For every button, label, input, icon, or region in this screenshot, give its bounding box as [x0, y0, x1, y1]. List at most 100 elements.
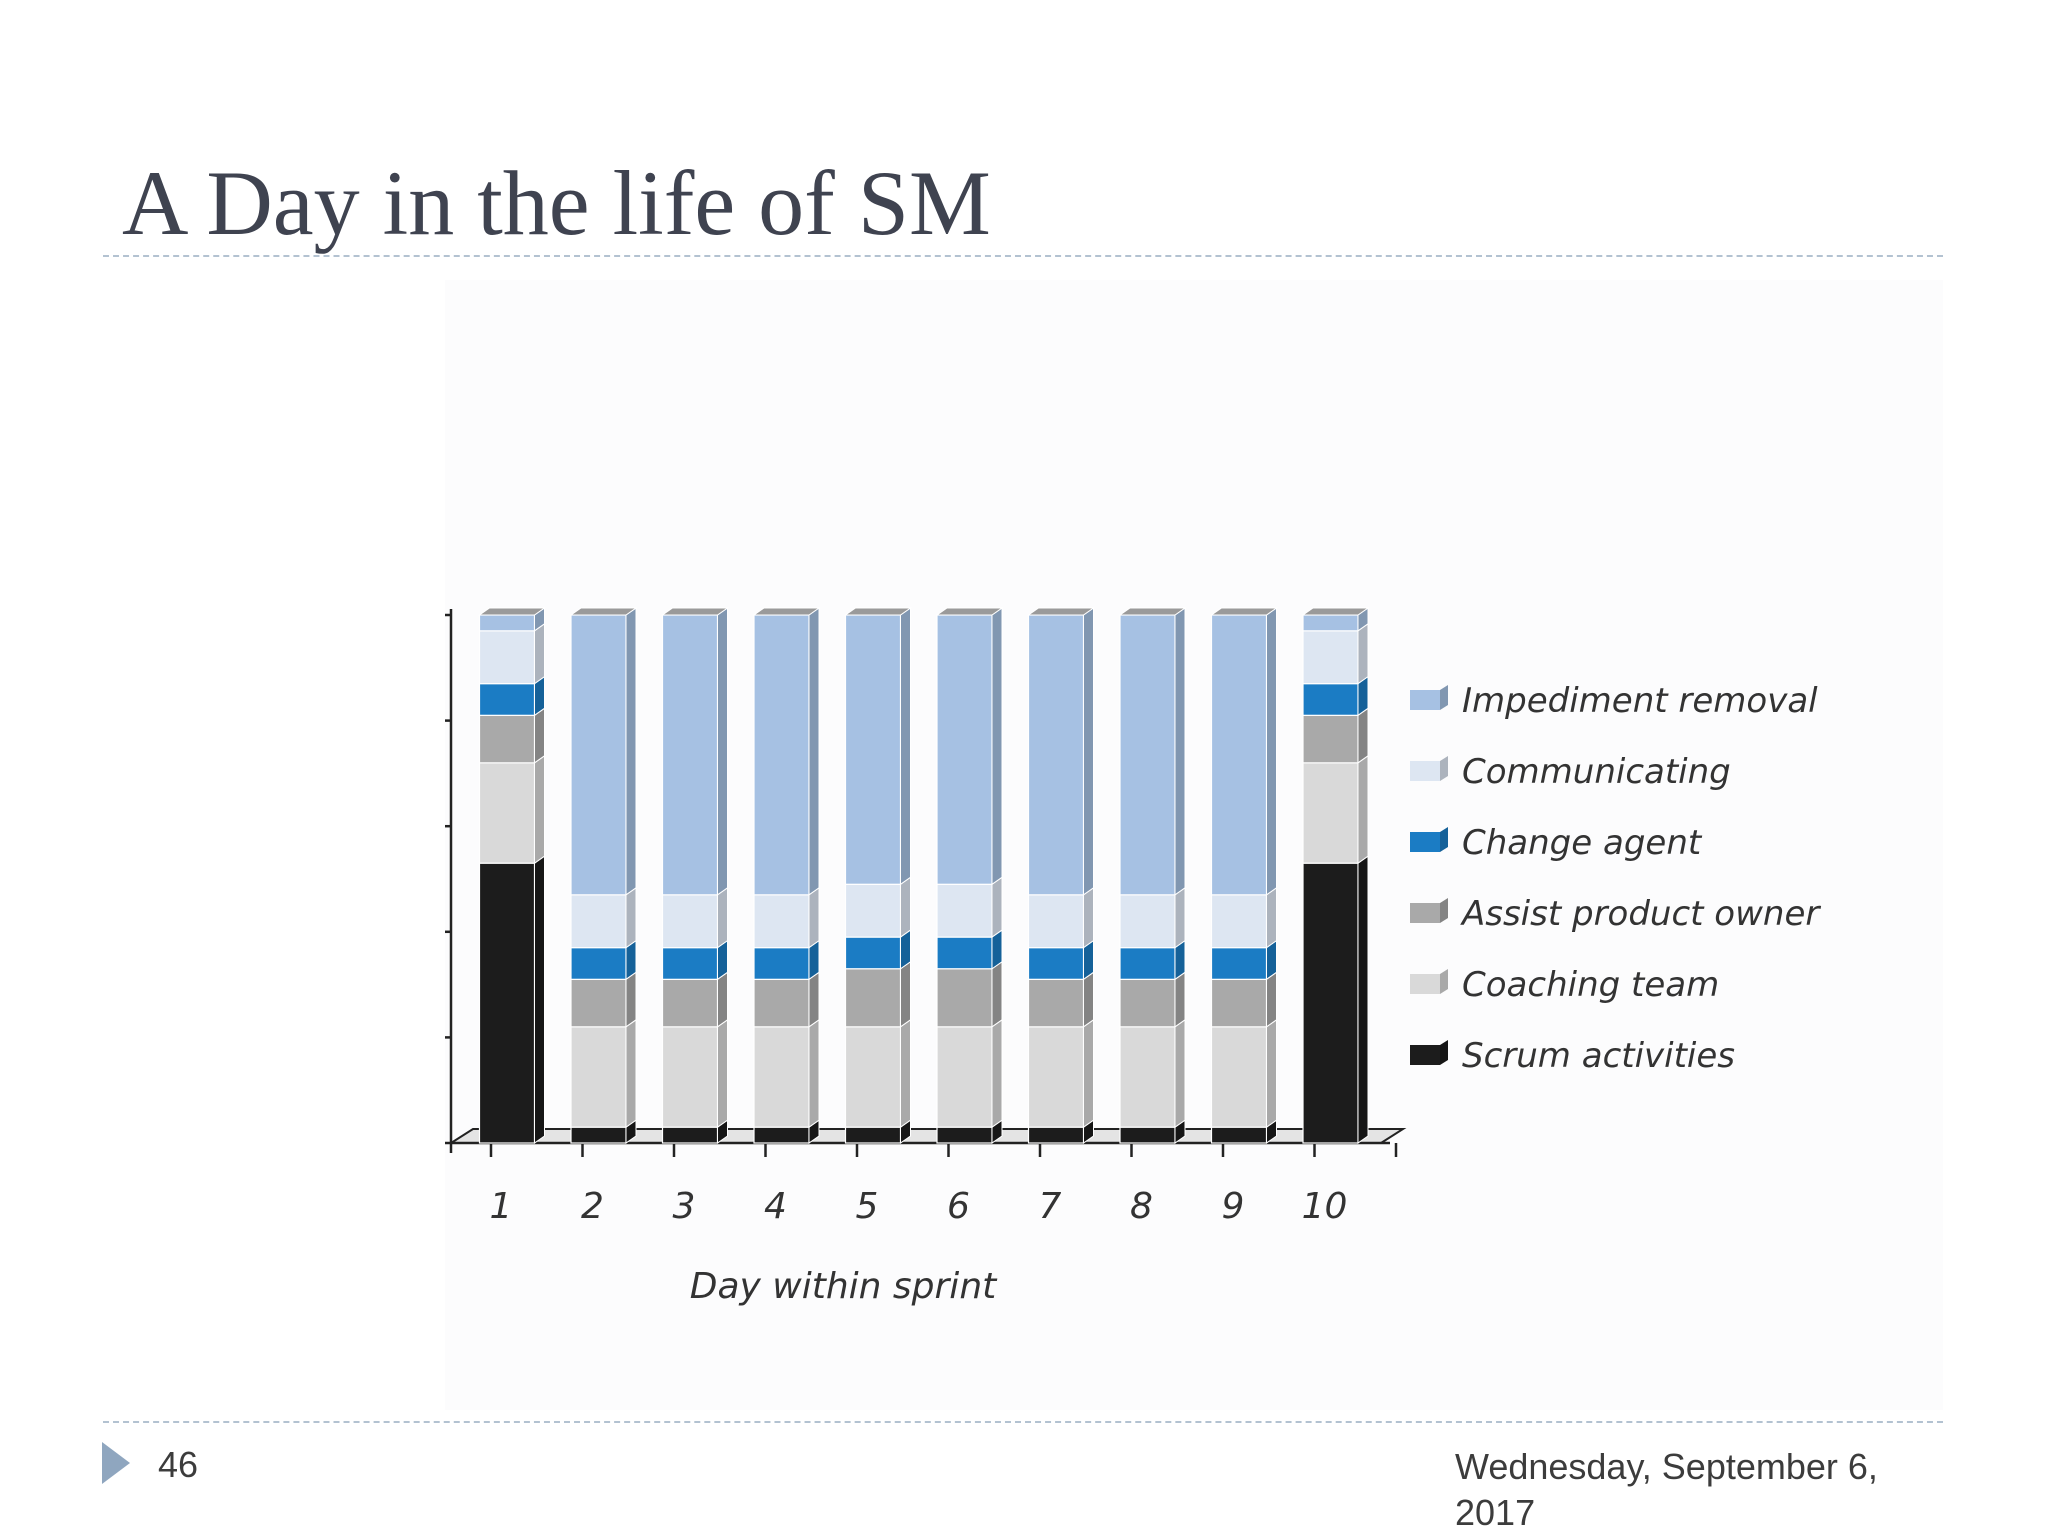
- bar-side: [1357, 855, 1369, 1144]
- legend-swatch-side: [1440, 969, 1448, 994]
- slide-title: A Day in the life of SM: [122, 152, 991, 254]
- bar-top-cap: [752, 607, 821, 616]
- bar-segment: [844, 960, 911, 1028]
- x-tick-label: 2: [581, 1186, 604, 1227]
- bar-face: [1119, 947, 1176, 980]
- bar-face: [478, 714, 536, 764]
- legend-swatch: [1410, 832, 1440, 852]
- bar-segment: [1302, 855, 1369, 1144]
- bar-side: [900, 1018, 911, 1129]
- bar-segment: [753, 971, 820, 1028]
- bar-segment: [661, 971, 728, 1028]
- bar-segment: [936, 960, 1003, 1028]
- bar-face: [1210, 894, 1268, 949]
- bar-segment: [478, 754, 545, 865]
- bar-side: [900, 876, 911, 939]
- bar-side: [808, 1018, 820, 1129]
- bar-side: [717, 971, 728, 1028]
- legend-swatch-side: [1440, 827, 1448, 852]
- bar-side: [1266, 1018, 1277, 1129]
- bar-segment: [1027, 607, 1094, 896]
- legend-item: Impediment removal: [1410, 681, 1818, 721]
- bar-side: [1174, 971, 1186, 1028]
- bar-face: [1119, 894, 1176, 949]
- bar-top-cap: [1209, 607, 1279, 616]
- bar-face: [478, 683, 536, 716]
- bar-side: [1266, 886, 1277, 949]
- bar-segment: [1210, 886, 1277, 949]
- bar-top-cap: [660, 607, 730, 616]
- bar-side: [900, 607, 911, 886]
- bar-face: [936, 1126, 993, 1144]
- legend-item: Scrum activities: [1410, 1036, 1735, 1076]
- bar-face: [844, 614, 902, 885]
- legend-swatch: [1410, 690, 1440, 710]
- bar-side: [534, 754, 545, 865]
- bar-segment: [844, 1119, 911, 1144]
- page-number: 46: [158, 1444, 199, 1485]
- bar-segment: [936, 876, 1003, 939]
- bar-top-cap: [477, 607, 547, 616]
- legend-label: Assist product owner: [1460, 894, 1821, 934]
- bar-face: [936, 968, 993, 1028]
- bar-side: [1266, 971, 1277, 1028]
- bar-segment: [478, 707, 545, 764]
- bar-face: [753, 1126, 810, 1144]
- bar-side: [1357, 707, 1369, 764]
- bar-face: [1119, 614, 1176, 896]
- bar-top-cap: [935, 607, 1004, 616]
- bar-segment: [1302, 707, 1369, 764]
- bar-segment: [1119, 1018, 1186, 1129]
- bar-face: [478, 762, 536, 864]
- bar-face: [1119, 1026, 1176, 1128]
- bar-face: [936, 614, 993, 885]
- bar-segment: [1119, 607, 1186, 896]
- x-tick-label: 7: [1039, 1186, 1062, 1227]
- bar-face: [844, 1026, 902, 1128]
- bar-segment: [844, 1018, 911, 1129]
- bar-face: [1027, 894, 1085, 949]
- x-tick-label: 10: [1302, 1186, 1348, 1227]
- title-divider: [103, 255, 1943, 257]
- legend-swatch-side: [1440, 898, 1448, 923]
- bar-side: [1357, 754, 1369, 865]
- bar-face: [1119, 1126, 1176, 1144]
- bar-face: [478, 630, 536, 685]
- bar-side: [625, 886, 637, 949]
- bar-segment: [753, 886, 820, 949]
- bar-face: [936, 1026, 993, 1128]
- bar-side: [534, 855, 545, 1144]
- bar-segment: [570, 939, 637, 981]
- bar-face: [570, 978, 627, 1028]
- bar-segment: [661, 607, 728, 896]
- bar-side: [808, 886, 820, 949]
- bar-segment: [844, 929, 911, 970]
- bar-side: [1083, 886, 1094, 949]
- stacked-bar-chart: 0%20%40%60%80%100%Allocation of time1234…: [445, 607, 1821, 1307]
- bar-face: [753, 978, 810, 1028]
- bar-segment: [844, 876, 911, 939]
- legend-label: Communicating: [1462, 752, 1731, 792]
- bar-face: [1210, 947, 1268, 980]
- bar-face: [844, 883, 902, 938]
- bar-face: [661, 1026, 719, 1128]
- bar-segment: [478, 855, 545, 1144]
- bar-side: [1083, 1018, 1094, 1129]
- footer-divider: [103, 1421, 1943, 1423]
- bar-segment: [570, 607, 637, 896]
- x-tick-label: 3: [673, 1186, 696, 1227]
- bar-side: [717, 607, 728, 896]
- bar-face: [570, 1126, 627, 1144]
- legend-item: Assist product owner: [1410, 894, 1821, 934]
- bar-face: [1210, 1026, 1268, 1128]
- bar-face: [1302, 614, 1359, 632]
- bar-side: [717, 1018, 728, 1129]
- x-tick-label: 6: [947, 1186, 970, 1227]
- bar-face: [1027, 614, 1085, 896]
- bar-face: [570, 947, 627, 980]
- bar-face: [570, 894, 627, 949]
- bar-segment: [1027, 971, 1094, 1028]
- bar-top-cap: [1301, 607, 1370, 616]
- bar-side: [1174, 607, 1186, 896]
- bar-face: [1302, 683, 1359, 716]
